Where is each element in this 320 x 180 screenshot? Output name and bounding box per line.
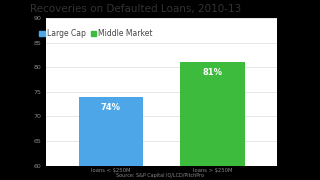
- Text: Recoveries on Defaulted Loans, 2010-13: Recoveries on Defaulted Loans, 2010-13: [30, 4, 242, 14]
- Text: Source: S&P Capital IQ/LCD/PitchPro: Source: S&P Capital IQ/LCD/PitchPro: [116, 173, 204, 178]
- Legend: Large Cap, Middle Market: Large Cap, Middle Market: [36, 26, 156, 41]
- Text: 81%: 81%: [202, 68, 222, 77]
- Text: loans < $250M: loans < $250M: [91, 168, 131, 173]
- Text: loans > $250M: loans > $250M: [193, 168, 232, 173]
- Text: 74%: 74%: [101, 103, 121, 112]
- Bar: [180, 62, 244, 180]
- Bar: [79, 97, 143, 180]
